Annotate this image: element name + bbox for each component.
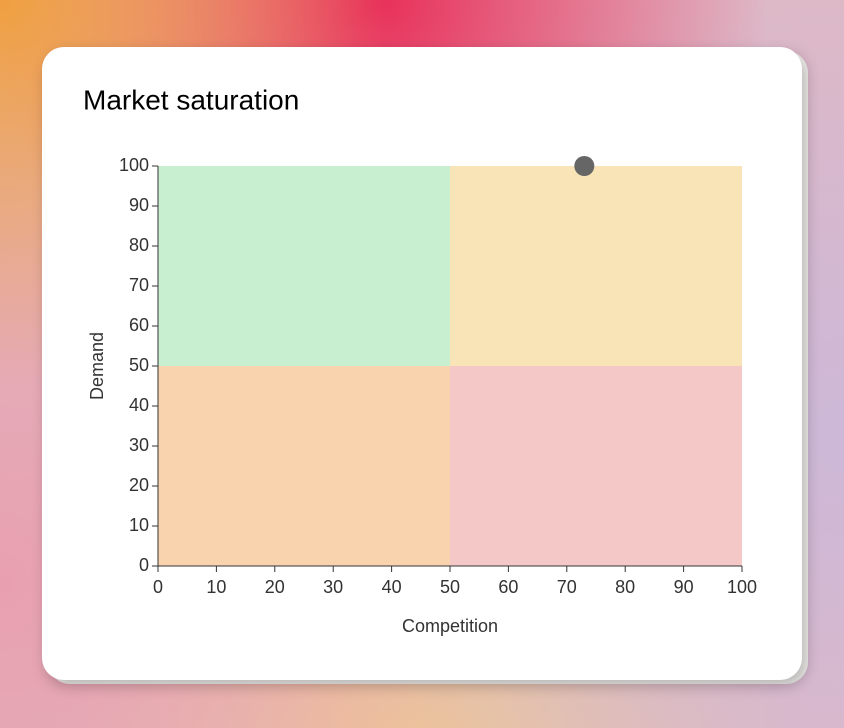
point <box>574 156 595 176</box>
x-tick-label: 80 <box>615 577 635 597</box>
x-tick-label: 0 <box>153 577 163 597</box>
x-axis-label: Competition <box>402 616 498 636</box>
x-tick-label: 20 <box>265 577 285 597</box>
y-tick-label: 90 <box>129 195 149 215</box>
x-tick-label: 30 <box>323 577 343 597</box>
quadrant <box>450 366 742 566</box>
x-tick-label: 50 <box>440 577 460 597</box>
quadrant <box>450 166 742 366</box>
y-tick-label: 30 <box>129 435 149 455</box>
y-axis-label: Demand <box>87 332 107 400</box>
x-tick-label: 60 <box>498 577 518 597</box>
quadrant <box>158 366 450 566</box>
x-tick-label: 100 <box>727 577 757 597</box>
y-tick-label: 60 <box>129 315 149 335</box>
quadrant <box>158 166 450 366</box>
y-tick-label: 50 <box>129 355 149 375</box>
x-tick-label: 70 <box>557 577 577 597</box>
chart-title: Market saturation <box>83 84 299 115</box>
x-tick-label: 40 <box>382 577 402 597</box>
y-tick-label: 10 <box>129 515 149 535</box>
x-tick-label: 90 <box>674 577 694 597</box>
x-tick-label: 10 <box>206 577 226 597</box>
y-tick-label: 100 <box>119 155 149 175</box>
y-tick-label: 80 <box>129 235 149 255</box>
y-tick-label: 70 <box>129 275 149 295</box>
y-tick-label: 20 <box>129 475 149 495</box>
y-tick-label: 0 <box>139 555 149 575</box>
y-tick-label: 40 <box>129 395 149 415</box>
